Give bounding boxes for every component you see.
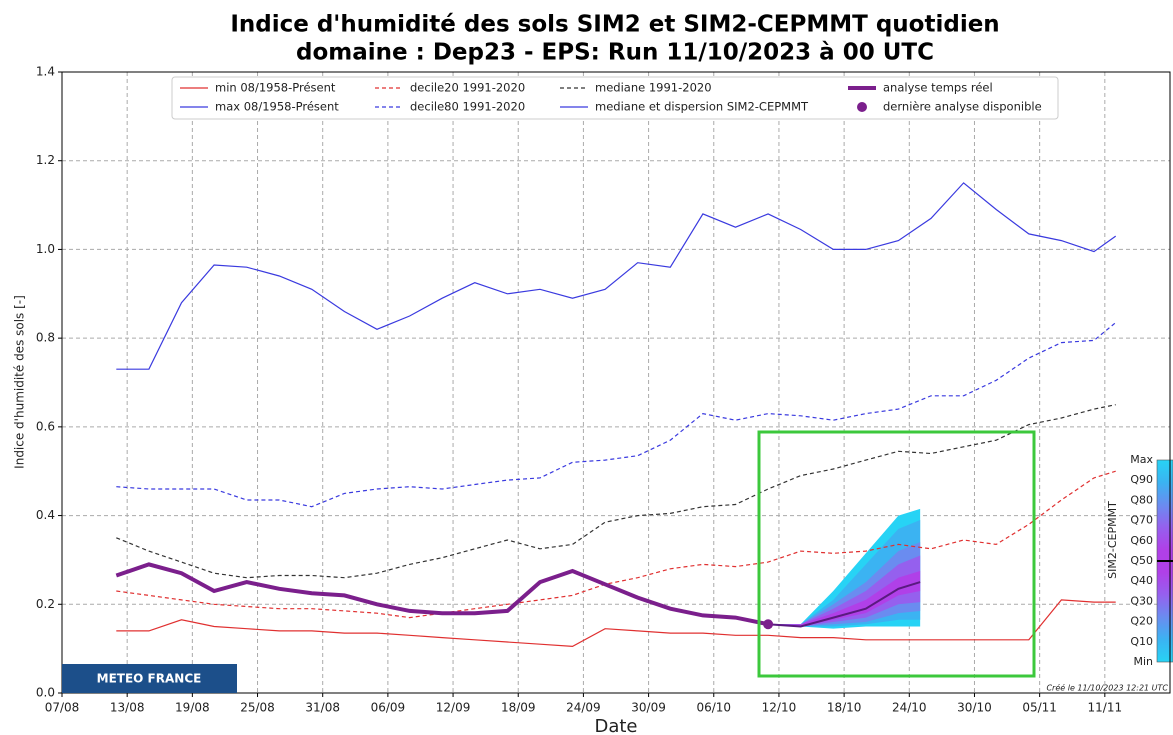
y-tick-label: 1.2 (36, 153, 55, 167)
x-tick-label: 18/09 (501, 701, 536, 715)
x-tick-label: 05/11 (1022, 701, 1057, 715)
x-tick-label: 30/10 (957, 701, 992, 715)
y-tick-label: 0.4 (36, 508, 55, 522)
x-tick-label: 13/08 (110, 701, 145, 715)
highlight-box (757, 430, 1036, 678)
legend-box (171, 76, 1059, 120)
last-analysis-point (763, 619, 774, 630)
legend-label: decile80 1991-2020 (410, 100, 525, 114)
series-line (116, 599, 1116, 648)
x-tick-label: 24/09 (566, 701, 601, 715)
colorbar-tick-label: Q10 (1130, 635, 1153, 648)
y-tick-label: 0.2 (36, 597, 55, 611)
x-tick-label: 24/10 (892, 701, 927, 715)
colorbar-tick-label: Q50 (1130, 554, 1153, 567)
x-tick-label: 06/09 (371, 701, 406, 715)
y-tick-label: 1.4 (36, 65, 55, 79)
colorbar-tick-label: Q20 (1130, 615, 1153, 628)
legend-label: mediane et dispersion SIM2-CEPMMT (595, 100, 809, 114)
x-tick-label: 12/10 (762, 701, 797, 715)
series-line (115, 562, 769, 627)
y-tick-label: 0.0 (36, 686, 55, 700)
x-tick-label: 19/08 (175, 701, 210, 715)
x-tick-label: 30/09 (631, 701, 666, 715)
plot-frame (61, 71, 1171, 694)
colorbar-label: SIM2-CEPMMT (1106, 501, 1119, 579)
x-tick-label: 07/08 (45, 701, 80, 715)
legend-label: dernière analyse disponible (883, 100, 1042, 114)
footer: Créé le 11/10/2023 12:21 UTC (1046, 683, 1168, 693)
legend-label: mediane 1991-2020 (595, 81, 712, 95)
colorbar-tick-label: Q70 (1130, 514, 1153, 527)
x-tick-label: 06/10 (696, 701, 731, 715)
legend-label: analyse temps réel (883, 81, 993, 95)
ensemble-band (768, 555, 921, 627)
colorbar-tick-label: Max (1130, 453, 1153, 466)
colorbar-tick-label: Min (1133, 655, 1153, 668)
y-tick-label: 0.8 (36, 331, 55, 345)
colorbar-tick-label: Q40 (1130, 574, 1153, 587)
legend-label: min 08/1958-Présent (215, 81, 336, 95)
colorbar-tick-label: Q90 (1130, 473, 1153, 486)
x-tick-label: 18/10 (827, 701, 862, 715)
colorbar-tick-label: Q30 (1130, 594, 1153, 607)
logo-box (62, 664, 237, 693)
series-line (116, 470, 1116, 619)
x-axis-label: Date (594, 716, 637, 735)
legend-label: decile20 1991-2020 (410, 81, 525, 95)
series-line (116, 322, 1117, 508)
colorbar-tick-label: Q60 (1130, 534, 1153, 547)
chart-title: Indice d'humidité des sols SIM2 et SIM2-… (230, 12, 999, 38)
y-tick-label: 1.0 (36, 242, 55, 256)
x-tick-label: 25/08 (240, 701, 275, 715)
x-tick-label: 31/08 (305, 701, 340, 715)
legend-marker (857, 102, 867, 112)
y-tick-label: 0.6 (36, 419, 55, 433)
legend-label: max 08/1958-Présent (215, 100, 339, 114)
ensemble-median (768, 581, 921, 628)
x-tick-label: 11/11 (1088, 701, 1123, 715)
logo-text: METEO FRANCE (97, 672, 202, 686)
chart-subtitle: domaine : Dep23 - EPS: Run 11/10/2023 à … (296, 40, 934, 66)
y-axis-label: Indice d'humidité des sols [-] (13, 295, 27, 469)
series-line (116, 404, 1116, 579)
colorbar-tick-label: Q80 (1130, 493, 1153, 506)
x-tick-label: 12/09 (436, 701, 471, 715)
series-line (116, 182, 1117, 370)
